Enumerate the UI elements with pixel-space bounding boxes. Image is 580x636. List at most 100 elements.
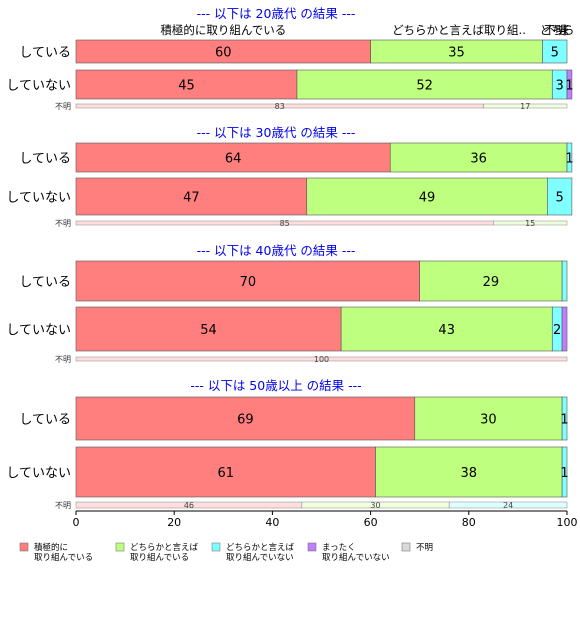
- bar-segment: [542, 39, 568, 64]
- x-tick-label: 60: [364, 516, 378, 529]
- bar-segment: [561, 396, 568, 441]
- data-label: 43: [438, 323, 455, 338]
- bar-segment: [306, 177, 548, 216]
- data-label: 64: [225, 152, 242, 167]
- bar-segment: [375, 446, 563, 498]
- legend-label-line: 取り組んでいない: [322, 552, 390, 563]
- row-label: していない: [6, 79, 71, 94]
- legend-label: どちらかと言えば取り組んでいない: [226, 542, 295, 563]
- data-label: 5: [555, 191, 563, 206]
- legend-label-line: どちらかと言えば: [130, 542, 199, 553]
- legend-label: 不明: [416, 543, 433, 553]
- data-label: 36: [470, 152, 487, 167]
- legend-swatch: [307, 542, 317, 552]
- legend-label: まったく取り組んでいない: [322, 543, 390, 563]
- unknown-strip-segment: [75, 356, 568, 362]
- bar-segment: [296, 69, 553, 100]
- data-label: 1: [565, 79, 573, 94]
- unknown-strip-label: 30: [370, 501, 380, 510]
- legend-label-line: 取り組んでいる: [34, 552, 93, 563]
- data-label: 5: [551, 46, 559, 61]
- bar-segment: [75, 396, 416, 441]
- unknown-strip-segment: [448, 501, 568, 509]
- x-tick-label: 0: [73, 516, 80, 529]
- data-label: 29: [483, 275, 500, 290]
- data-label: 38: [461, 466, 478, 481]
- data-label: 3: [555, 79, 563, 94]
- bar-segment: [561, 306, 568, 352]
- data-label: 54: [200, 323, 217, 338]
- x-tick-label: 80: [462, 516, 476, 529]
- row-label: していない: [6, 323, 71, 338]
- data-label: 70: [240, 275, 257, 290]
- header-label: ま: [558, 23, 570, 37]
- legend-label: どちらかと言えば取り組んでいる: [130, 542, 199, 563]
- panel-title: --- 以下は 30歳代 の結果 ---: [197, 125, 356, 140]
- legend-swatch: [115, 542, 125, 552]
- unknown-strip-label: 24: [503, 501, 513, 510]
- row-label: している: [19, 275, 71, 290]
- bar-segment: [389, 142, 568, 173]
- data-label: 1: [565, 152, 573, 167]
- header-label: 不明: [544, 23, 567, 37]
- bar-segment: [75, 177, 308, 216]
- bar-segment: [75, 260, 421, 302]
- unknown-strip-label: 17: [520, 102, 530, 111]
- header-label: 積極的に取り組んでいる: [160, 23, 286, 37]
- row-label: している: [19, 152, 71, 167]
- bar-segment: [566, 142, 573, 173]
- data-label: 52: [416, 79, 433, 94]
- bar-segment: [547, 177, 573, 216]
- bar-segment: [75, 306, 342, 352]
- row-label: している: [19, 413, 71, 428]
- legend-label-line: 取り組んでいる: [130, 552, 189, 563]
- legend-label-line: まったく: [322, 543, 356, 553]
- legend-label-line: 取り組んでいない: [226, 552, 294, 563]
- unknown-row-label: 不明: [55, 501, 71, 510]
- unknown-strip-label: 46: [184, 501, 194, 510]
- data-label: 61: [217, 466, 234, 481]
- data-label: 60: [215, 46, 232, 61]
- unknown-strip-label: 85: [280, 219, 290, 228]
- data-label: 1: [560, 413, 568, 428]
- panel-title: --- 以下は 50歳以上 の結果 ---: [190, 378, 361, 393]
- x-tick-label: 100: [557, 516, 578, 529]
- header-label: どちらかと言えば取り組..: [392, 23, 526, 37]
- unknown-row-label: 不明: [55, 219, 71, 228]
- legend-swatch: [401, 542, 411, 552]
- data-label: 47: [183, 191, 200, 206]
- bar-segment: [419, 260, 563, 302]
- header-label: どちら: [540, 23, 575, 37]
- bar-segment: [75, 142, 391, 173]
- legend-swatch: [211, 542, 221, 552]
- legend-swatch: [19, 542, 29, 552]
- bar-segment: [414, 396, 563, 441]
- x-tick-label: 40: [265, 516, 279, 529]
- data-label: 35: [448, 46, 465, 61]
- unknown-strip-label: 100: [314, 355, 329, 364]
- bar-segment: [75, 446, 376, 498]
- data-label: 49: [419, 191, 436, 206]
- unknown-strip-label: 83: [275, 102, 285, 111]
- data-label: 1: [560, 466, 568, 481]
- legend-label-line: 積極的に: [34, 542, 68, 553]
- data-label: 69: [237, 413, 254, 428]
- bar-segment: [566, 69, 573, 100]
- bar-segment: [561, 446, 568, 498]
- legend-label: 積極的に取り組んでいる: [34, 542, 93, 563]
- unknown-strip-segment: [493, 220, 568, 226]
- legend-label-line: 不明: [416, 543, 433, 553]
- legend-label-line: どちらかと言えば: [226, 542, 295, 553]
- panel-title: --- 以下は 20歳代 の結果 ---: [197, 6, 356, 21]
- data-label: 30: [480, 413, 497, 428]
- bar-segment: [561, 260, 568, 302]
- panel-title: --- 以下は 40歳代 の結果 ---: [197, 243, 356, 258]
- unknown-strip-segment: [483, 103, 568, 109]
- row-label: していない: [6, 466, 71, 481]
- bar-segment: [75, 69, 298, 100]
- data-label: 45: [178, 79, 195, 94]
- unknown-strip-label: 15: [525, 219, 535, 228]
- bar-segment: [340, 306, 553, 352]
- unknown-row-label: 不明: [55, 355, 71, 364]
- row-label: している: [19, 46, 71, 61]
